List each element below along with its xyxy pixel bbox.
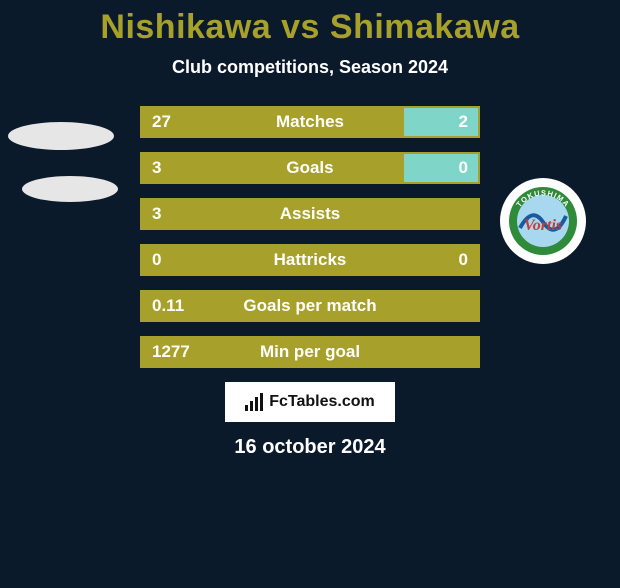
left-club-placeholder-2 — [22, 176, 118, 202]
stat-row-hattricks: 00Hattricks — [140, 244, 480, 276]
stat-row-matches: 272Matches — [140, 106, 480, 138]
stat-row-assists: 3Assists — [140, 198, 480, 230]
page-subtitle: Club competitions, Season 2024 — [0, 57, 620, 78]
brand-badge: FcTables.com — [225, 382, 395, 422]
right-club-badge: TOKUSHIMA Vortis — [500, 178, 586, 264]
page-title: Nishikawa vs Shimakawa — [0, 8, 620, 47]
row-label: Hattricks — [142, 250, 478, 270]
left-club-placeholder-1 — [8, 122, 114, 150]
brand-text: FcTables.com — [269, 393, 375, 411]
row-label: Goals — [142, 158, 478, 178]
vortis-badge-icon: TOKUSHIMA Vortis — [500, 178, 586, 264]
badge-script-text: Vortis — [524, 217, 562, 234]
comparison-chart: TOKUSHIMA Vortis 272Matches 30Goals 3Assis… — [0, 106, 620, 368]
row-label: Assists — [142, 204, 478, 224]
stat-row-goals-per-match: 0.11Goals per match — [140, 290, 480, 322]
stat-row-min-per-goal: 1277Min per goal — [140, 336, 480, 368]
brand-bars-icon — [245, 393, 263, 411]
stat-row-goals: 30Goals — [140, 152, 480, 184]
footer-date: 16 october 2024 — [0, 436, 620, 459]
row-label: Min per goal — [142, 342, 478, 362]
row-label: Goals per match — [142, 296, 478, 316]
row-label: Matches — [142, 112, 478, 132]
